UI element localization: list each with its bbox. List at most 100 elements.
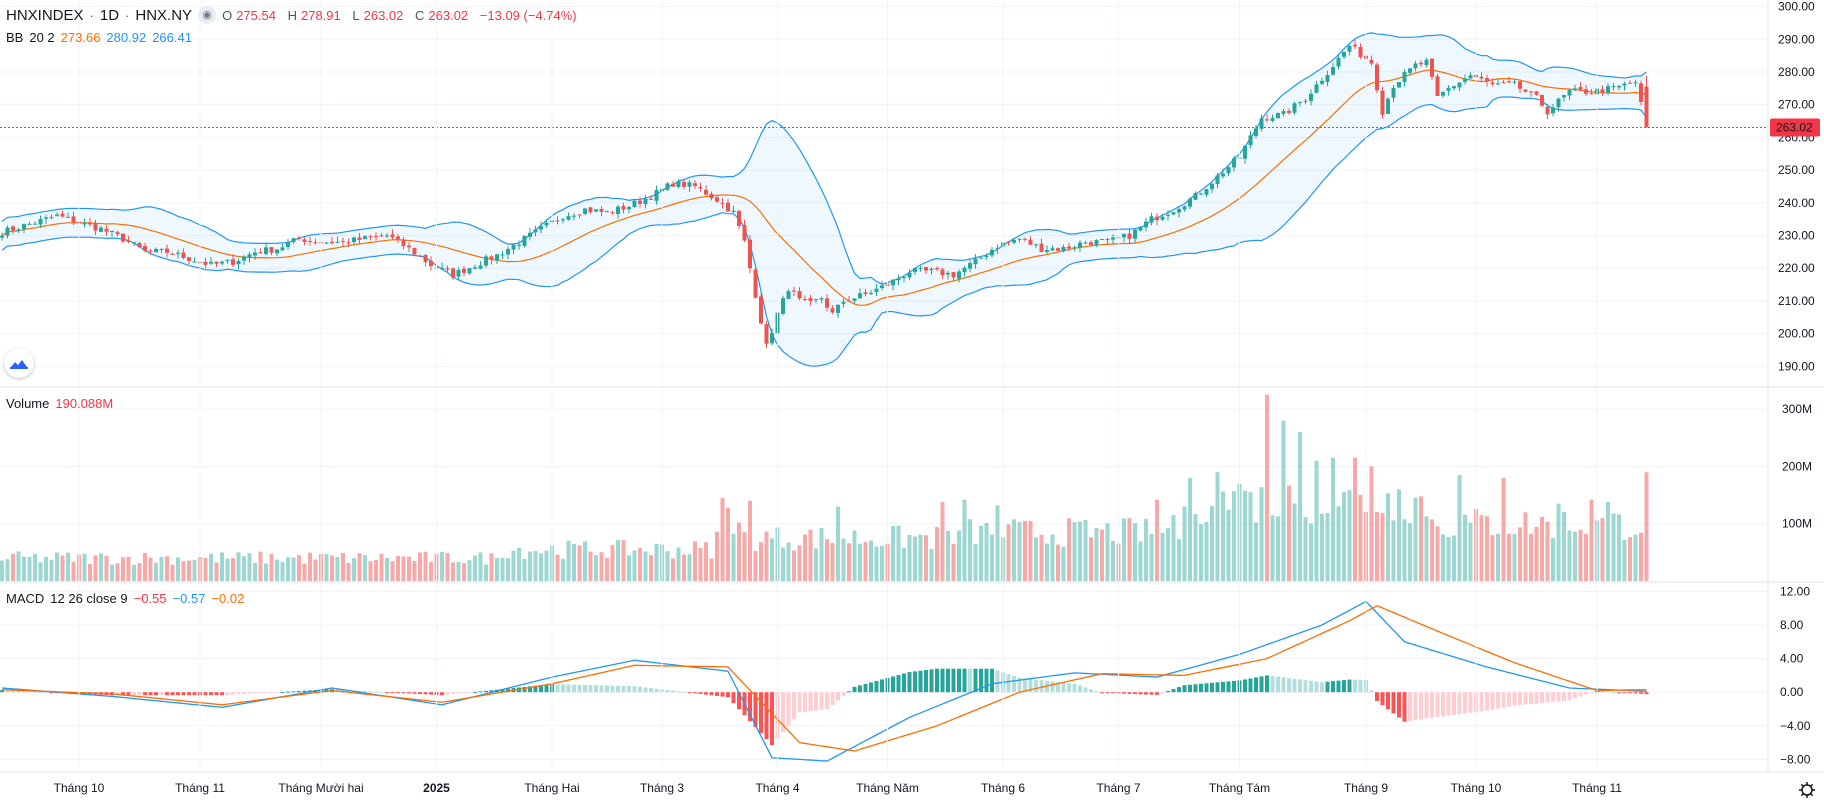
volume-bar xyxy=(137,563,142,581)
macd-hist-bar xyxy=(33,691,37,693)
price-y-tick-label: 230.00 xyxy=(1778,229,1815,243)
volume-bar xyxy=(5,559,10,581)
candle xyxy=(1105,237,1110,245)
macd-hist-bar xyxy=(478,691,483,693)
macd-hist-bar xyxy=(154,692,158,696)
candle-body xyxy=(1127,233,1132,239)
macd-hist-bar xyxy=(638,686,642,693)
interval-label[interactable]: 1D xyxy=(99,6,120,24)
macd-hist-bar xyxy=(1430,692,1434,718)
macd-hist-bar xyxy=(1303,680,1308,693)
candle xyxy=(594,208,598,213)
volume-bar xyxy=(1523,512,1528,581)
volume-bar xyxy=(269,553,274,581)
candle-body xyxy=(1457,82,1462,88)
candle-body xyxy=(181,252,186,258)
candle-body xyxy=(170,254,175,256)
candle-body xyxy=(1606,86,1610,93)
candle-body xyxy=(451,268,455,278)
macd-hist-bar xyxy=(1061,682,1066,693)
macd-hist-bar xyxy=(484,690,488,693)
candle xyxy=(1578,82,1583,91)
candle xyxy=(847,295,851,302)
macd-hist-bar xyxy=(533,685,538,693)
volume-bar xyxy=(148,557,153,581)
volume-bar xyxy=(11,553,15,581)
symbol-name[interactable]: HNXINDEX xyxy=(6,6,84,24)
candle-body xyxy=(1072,247,1077,249)
candle-body xyxy=(1386,98,1390,114)
macd-hist-bar xyxy=(379,691,384,693)
volume-bar xyxy=(1606,501,1610,581)
volume-bar xyxy=(33,554,37,581)
candle-body xyxy=(1281,111,1286,114)
macd-hist-bar xyxy=(1331,681,1335,693)
bb-legend[interactable]: BB 20 2 273.66 280.92 266.41 xyxy=(6,30,192,45)
candle-body xyxy=(522,235,527,246)
tradingview-logo[interactable] xyxy=(4,348,34,378)
candle-body xyxy=(1215,175,1220,185)
volume-bar xyxy=(803,534,807,581)
macd-hist-bar xyxy=(1050,681,1055,693)
volume-bar xyxy=(1611,513,1616,581)
macd-hist-bar xyxy=(1419,692,1423,720)
candle-body xyxy=(154,248,158,253)
volume-bar xyxy=(638,548,642,581)
volume-bar xyxy=(99,553,103,581)
volume-bar xyxy=(1155,499,1159,581)
candle-body xyxy=(225,259,230,261)
candle-body xyxy=(819,298,824,300)
volume-legend[interactable]: Volume 190.088M xyxy=(6,396,113,411)
macd-hist-bar xyxy=(935,668,939,693)
volume-bar xyxy=(665,551,670,581)
macd-hist-bar xyxy=(819,692,824,710)
candle-body xyxy=(1221,173,1225,177)
candle xyxy=(445,265,450,273)
candle xyxy=(203,257,208,269)
candle-body xyxy=(814,299,818,301)
candle xyxy=(819,296,824,304)
candle xyxy=(55,212,59,217)
candle-body xyxy=(808,298,813,301)
settings-gear-icon[interactable] xyxy=(1799,782,1815,798)
macd-hist-bar xyxy=(1562,692,1566,701)
candle xyxy=(1050,245,1055,251)
volume-bar xyxy=(1094,527,1099,581)
macd-hist-bar xyxy=(1133,692,1137,695)
candle-body xyxy=(1435,76,1440,96)
candle xyxy=(484,254,488,268)
volume-bar xyxy=(896,525,901,581)
macd-hist-bar xyxy=(671,690,675,693)
macd-hist-bar xyxy=(137,692,142,696)
macd-hist-bar xyxy=(1221,681,1225,693)
candle-body xyxy=(1540,94,1544,106)
candle xyxy=(368,234,373,241)
candle xyxy=(814,299,818,304)
volume-bar xyxy=(27,556,32,581)
macd-hist-bar xyxy=(676,691,681,693)
volume-bar xyxy=(1529,533,1533,581)
macd-legend[interactable]: MACD 12 26 close 9 −0.55 −0.57 −0.02 xyxy=(6,591,244,606)
volume-bar xyxy=(1138,541,1143,581)
candle-body xyxy=(176,252,180,254)
candle xyxy=(1479,72,1484,81)
volume-bar xyxy=(863,542,868,581)
volume-bar xyxy=(154,562,158,581)
macd-hist-bar xyxy=(1094,691,1099,693)
macd-hist-bar xyxy=(572,684,576,693)
volume-bar xyxy=(764,531,769,581)
macd-hist-bar xyxy=(874,680,879,693)
candle xyxy=(1221,168,1225,179)
volume-bar xyxy=(1083,519,1088,581)
candle-body xyxy=(1534,91,1539,95)
macd-hist-bar xyxy=(1149,692,1154,695)
eye-icon[interactable]: ◉ xyxy=(198,6,217,24)
macd-hist-bar xyxy=(286,691,290,693)
candle-body xyxy=(1100,238,1104,240)
symbol-legend: HNXINDEX · 1D · HNX.NY ◉ O 275.54 H 278.91… xyxy=(6,6,581,24)
macd-hist-bar xyxy=(11,690,15,693)
macd-hist-bar xyxy=(143,692,147,696)
volume-bar xyxy=(1166,528,1170,581)
